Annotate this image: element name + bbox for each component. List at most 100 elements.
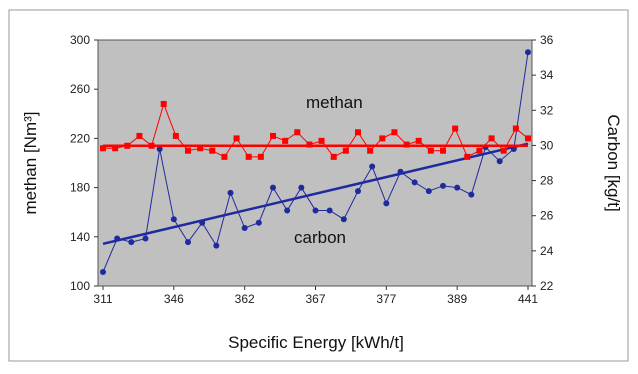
methan-data-point — [355, 129, 361, 136]
left-y-tick-label: 260 — [70, 82, 90, 96]
x-tick-label: 377 — [376, 292, 396, 306]
methan-data-point — [403, 141, 410, 148]
methan-data-point — [197, 145, 204, 152]
methan-data-point — [136, 132, 143, 139]
x-tick-label: 346 — [164, 292, 184, 306]
methan-data-point — [512, 125, 519, 132]
methan-data-point — [160, 100, 167, 107]
methan-data-point — [391, 129, 398, 136]
right-y-axis-label: Carbon [kg/t] — [604, 114, 623, 211]
methan-data-point — [257, 153, 264, 160]
methan-data-point — [172, 132, 179, 139]
methan-data-point — [185, 147, 191, 154]
carbon-data-point — [397, 168, 404, 175]
carbon-data-point — [440, 182, 446, 189]
right-y-tick-label: 34 — [540, 68, 554, 82]
carbon-data-point — [312, 207, 319, 214]
left-y-tick-label: 180 — [70, 181, 90, 195]
carbon-data-point — [340, 216, 347, 223]
methan-data-point — [306, 141, 313, 148]
methan-data-point — [452, 125, 459, 132]
carbon-data-point — [326, 207, 333, 214]
right-y-axis: 22 24 26 28 30 32 34 36 — [532, 33, 554, 293]
carbon-data-point — [213, 242, 220, 249]
carbon-data-point — [454, 184, 461, 191]
carbon-data-point — [255, 219, 262, 226]
methan-data-point — [148, 142, 155, 149]
x-axis: 311 346 362 367 377 389 441 — [93, 286, 538, 306]
right-y-tick-label: 22 — [540, 279, 554, 293]
methan-data-point — [100, 145, 106, 152]
x-tick-label: 441 — [518, 292, 538, 306]
methan-data-point — [294, 129, 301, 136]
methan-data-point — [367, 147, 374, 154]
carbon-data-point — [170, 216, 177, 223]
x-tick-label: 311 — [93, 292, 112, 306]
methan-data-point — [270, 132, 276, 139]
carbon-data-point — [510, 145, 517, 152]
methan-data-point — [500, 147, 507, 154]
carbon-data-point — [156, 145, 163, 152]
methan-data-point — [221, 153, 228, 160]
left-y-tick-label: 100 — [70, 279, 90, 293]
x-tick-label: 362 — [235, 292, 255, 306]
left-y-tick-label: 220 — [70, 131, 90, 145]
methan-series-label: methan — [306, 93, 363, 112]
x-axis-label: Specific Energy [kWh/t] — [228, 333, 404, 352]
methan-data-point — [488, 135, 495, 142]
carbon-data-point — [114, 235, 121, 242]
carbon-data-point — [468, 191, 475, 198]
methan-data-point — [124, 142, 131, 149]
left-y-tick-label: 300 — [70, 33, 90, 47]
methan-series-line — [103, 102, 529, 158]
right-y-tick-label: 30 — [540, 138, 554, 152]
carbon-data-point — [185, 239, 191, 246]
methan-data-point — [379, 135, 386, 142]
right-y-tick-label: 24 — [540, 244, 554, 258]
series-layer — [100, 49, 531, 275]
methan-data-point — [476, 147, 483, 154]
carbon-data-point — [284, 207, 291, 214]
carbon-data-point — [241, 225, 248, 232]
right-y-tick-label: 32 — [540, 103, 554, 117]
right-y-tick-label: 26 — [540, 209, 554, 223]
methan-data-point — [440, 147, 446, 154]
carbon-data-point — [355, 188, 361, 195]
carbon-data-point — [199, 219, 206, 226]
methan-data-point — [330, 153, 337, 160]
carbon-data-point — [227, 189, 234, 196]
carbon-data-point — [270, 184, 276, 191]
methan-data-point — [209, 147, 216, 154]
left-y-tick-label: 140 — [70, 230, 90, 244]
left-y-axis: 100 140 180 220 260 300 — [70, 33, 98, 293]
carbon-data-point — [100, 268, 106, 275]
carbon-data-point — [496, 158, 503, 165]
methan-data-point — [427, 147, 434, 154]
carbon-series-label: carbon — [294, 228, 346, 247]
carbon-data-point — [425, 188, 432, 195]
right-y-tick-label: 28 — [540, 174, 554, 188]
methan-data-point — [464, 153, 471, 160]
left-y-axis-label: methan [Nm³] — [21, 112, 40, 215]
carbon-data-point — [128, 239, 135, 246]
carbon-trend-line — [102, 142, 529, 246]
methan-data-point — [415, 137, 422, 144]
methan-data-point — [525, 135, 531, 142]
carbon-data-point — [383, 200, 390, 207]
carbon-data-point — [525, 49, 531, 56]
right-y-tick-label: 36 — [540, 33, 554, 47]
methan-data-point — [318, 137, 325, 144]
carbon-data-point — [142, 235, 149, 242]
x-tick-label: 389 — [447, 292, 467, 306]
methan-data-point — [282, 137, 289, 144]
methan-data-point — [245, 153, 252, 160]
carbon-data-point — [298, 184, 305, 191]
x-tick-label: 367 — [305, 292, 325, 306]
carbon-data-point — [411, 179, 418, 186]
carbon-data-point — [369, 163, 376, 170]
methan-data-point — [233, 135, 240, 142]
plot-area — [97, 39, 533, 287]
methan-data-point — [112, 145, 119, 152]
methan-data-point — [342, 147, 349, 154]
